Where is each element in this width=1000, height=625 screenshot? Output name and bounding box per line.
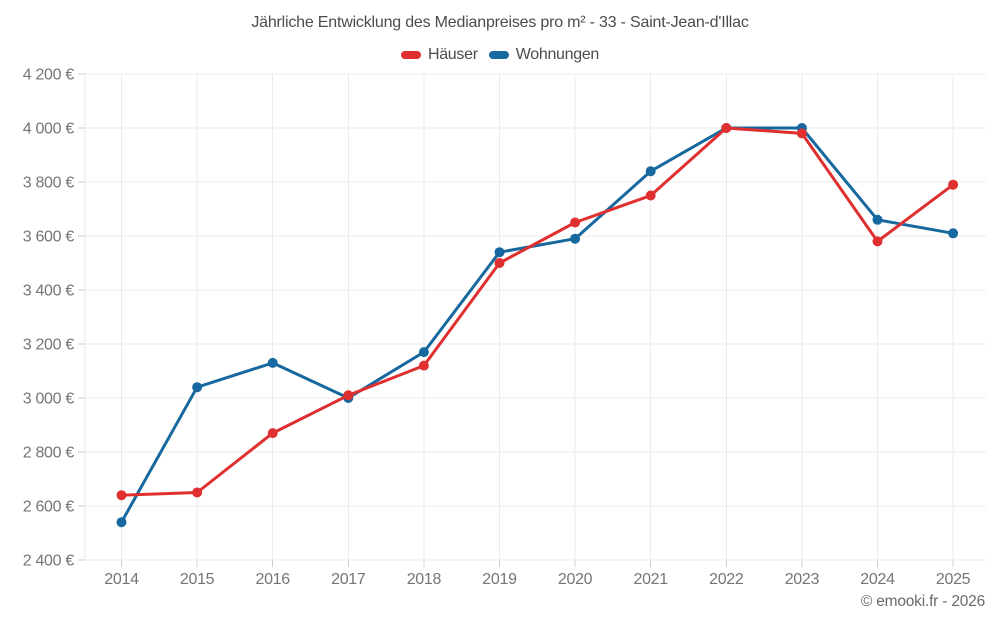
data-point-wohnungen-2015[interactable] [192, 382, 203, 393]
y-axis-tick-label: 2 400 € [23, 553, 75, 570]
data-point-wohnungen-2018[interactable] [418, 347, 429, 358]
y-axis-tick-label: 2 600 € [23, 499, 75, 516]
series-line-h-user [120, 126, 955, 497]
x-axis-tick-label: 2018 [407, 571, 442, 588]
data-point-h-user-2015[interactable] [192, 487, 203, 498]
y-axis-tick-label: 3 400 € [23, 283, 75, 300]
y-axis-tick-label: 4 200 € [23, 67, 75, 84]
data-point-wohnungen-2025[interactable] [948, 228, 959, 239]
series-line-wohnungen [120, 126, 955, 524]
x-axis-tick-label: 2021 [633, 571, 668, 588]
legend-marker-icon [488, 51, 509, 59]
data-point-h-user-2014[interactable] [116, 490, 127, 501]
y-axis-tick-label: 3 200 € [23, 337, 75, 354]
series-h-user [116, 123, 959, 501]
data-point-wohnungen-2021[interactable] [645, 166, 656, 177]
data-point-h-user-2024[interactable] [872, 236, 883, 247]
data-point-h-user-2020[interactable] [570, 217, 581, 228]
x-axis-tick-label: 2019 [482, 571, 517, 588]
data-point-h-user-2021[interactable] [645, 190, 656, 201]
gridlines [84, 73, 986, 561]
y-axis-tick-label: 2 800 € [23, 445, 75, 462]
data-point-h-user-2023[interactable] [796, 128, 807, 139]
data-point-h-user-2025[interactable] [948, 179, 959, 190]
x-axis-tick-label: 2016 [255, 571, 290, 588]
x-axis-tick-label: 2020 [558, 571, 593, 588]
x-axis-tick-label: 2024 [860, 571, 895, 588]
data-point-h-user-2019[interactable] [494, 258, 505, 268]
data-point-h-user-2017[interactable] [343, 390, 354, 401]
y-axis-tick-label: 3 000 € [23, 391, 75, 408]
attribution-text: © emooki.fr - 2026 [860, 593, 985, 610]
y-axis-tick-label: 3 800 € [23, 175, 75, 192]
x-axis-tick-label: 2014 [104, 571, 139, 588]
axis-ticks [78, 73, 954, 567]
x-axis-tick-label: 2022 [709, 571, 744, 588]
legend: Häuser Wohnungen [0, 46, 1000, 64]
data-point-h-user-2016[interactable] [267, 428, 278, 439]
x-axis-tick-label: 2015 [180, 571, 215, 588]
legend-item-label: Häuser [427, 46, 478, 63]
y-axis-tick-label: 3 600 € [23, 229, 75, 246]
data-point-h-user-2018[interactable] [418, 360, 429, 371]
x-axis-labels: 2014 2015 2016 2017 2018 2019 2020 2021 2022 2023… [104, 571, 971, 588]
x-axis-tick-label: 2017 [331, 571, 366, 588]
chart-title: Jährliche Entwicklung des Medianpreises … [251, 14, 749, 31]
x-axis-tick-label: 2025 [936, 571, 971, 588]
y-axis-labels: 2 400 € 2 600 € 2 800 € 3 000 € 3 200 € 3 400… [23, 67, 75, 570]
legend-item-h-user[interactable]: Häuser [400, 46, 478, 64]
data-point-h-user-2022[interactable] [721, 123, 732, 133]
data-point-wohnungen-2020[interactable] [570, 233, 581, 244]
legend-item-wohnungen[interactable]: Wohnungen [488, 46, 600, 64]
data-point-wohnungen-2014[interactable] [116, 517, 127, 528]
series-wohnungen [116, 123, 959, 528]
data-point-wohnungen-2019[interactable] [494, 247, 505, 258]
x-axis-tick-label: 2023 [785, 571, 820, 588]
data-point-wohnungen-2024[interactable] [872, 214, 883, 225]
legend-item-label: Wohnungen [515, 46, 600, 63]
data-point-wohnungen-2016[interactable] [267, 357, 278, 368]
y-axis-tick-label: 4 000 € [23, 121, 75, 138]
legend-marker-icon [400, 51, 421, 59]
